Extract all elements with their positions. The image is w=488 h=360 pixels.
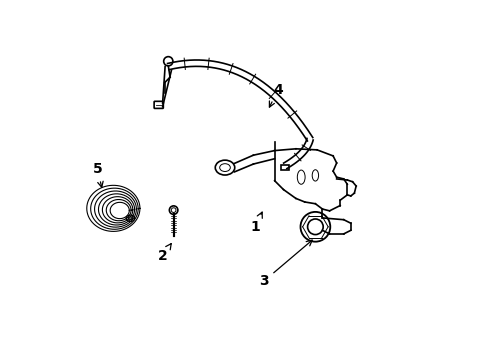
Text: 4: 4: [269, 82, 283, 107]
Text: 1: 1: [250, 212, 262, 234]
Bar: [281, 165, 288, 170]
Text: 3: 3: [259, 240, 311, 288]
Text: 5: 5: [92, 162, 103, 187]
Text: 2: 2: [157, 244, 171, 263]
